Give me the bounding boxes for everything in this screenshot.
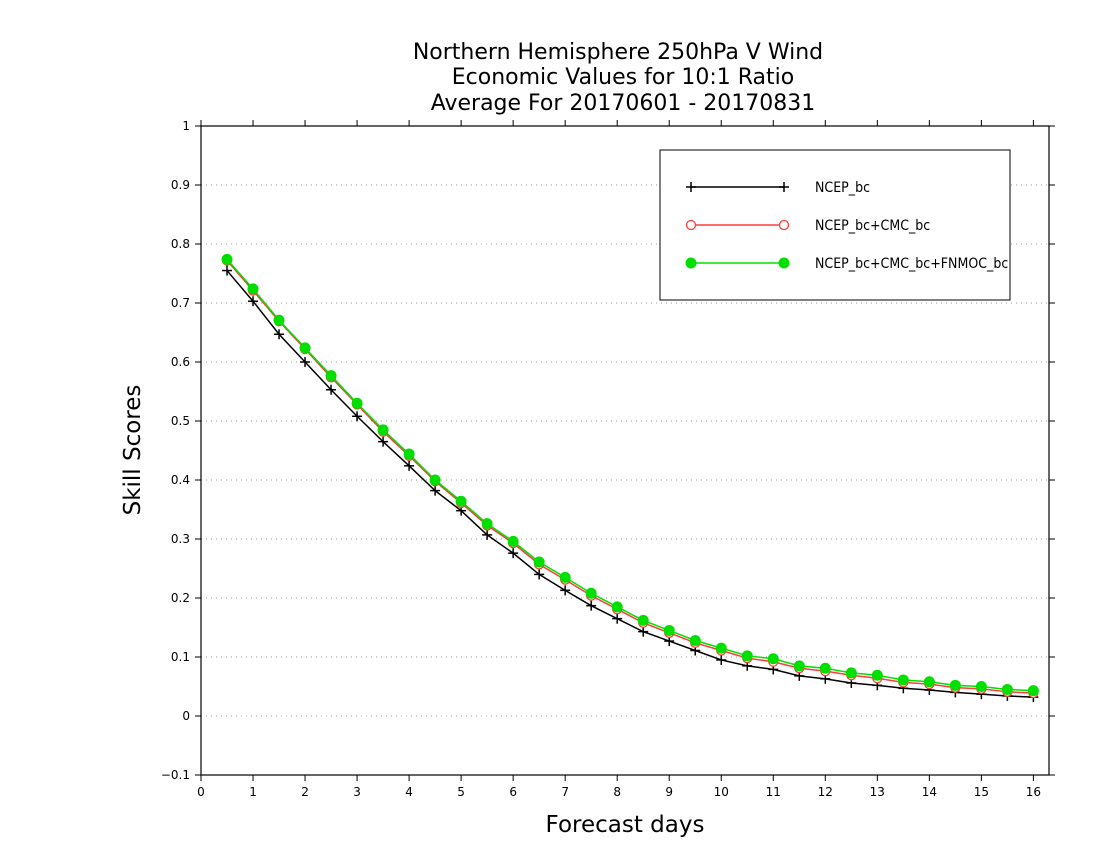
data-point (455, 495, 467, 507)
data-point (923, 676, 935, 688)
data-point (611, 601, 623, 613)
series-line (226, 270, 1034, 698)
axes: −0.100.10.20.30.40.50.60.70.80.910 1 2 3 4 5 6… (161, 119, 1055, 799)
data-point (1027, 685, 1039, 697)
x-tick-label: 11 (766, 785, 781, 799)
data-point (793, 660, 805, 672)
data-point (481, 518, 493, 530)
y-tick-label: 0.9 (171, 178, 190, 192)
data-point (1001, 683, 1013, 695)
data-point (685, 257, 697, 269)
x-tick-label: 7 (561, 785, 569, 799)
data-point (429, 474, 441, 486)
data-point (351, 397, 363, 409)
y-tick-label: 0.3 (171, 532, 190, 546)
series-ncep-bc (222, 265, 1039, 703)
data-point (663, 624, 675, 636)
x-tick-label: 15 (974, 785, 989, 799)
chart-title-line-2: Economic Values for 10:1 Ratio (452, 65, 794, 90)
series-ncep-bc-cmc-bc-fnmoc-bc (221, 253, 1039, 697)
data-point (533, 556, 545, 568)
data-point (403, 448, 415, 460)
legend-label: NCEP_bc+CMC_bc+FNMOC_bc (815, 256, 1008, 272)
legend: NCEP_bc NCEP_bc+CMC_bc NCEP_bc+CMC_bc+FNMO… (659, 149, 1011, 301)
data-point (221, 253, 233, 265)
x-axis-label: Forecast days (546, 812, 705, 838)
y-tick-label: 0.6 (171, 355, 190, 369)
y-tick-label: 0.4 (171, 473, 190, 487)
x-tick-label: 8 (613, 785, 621, 799)
data-point (778, 257, 790, 269)
x-tick-label: 12 (818, 785, 833, 799)
x-tick-label: 5 (457, 785, 465, 799)
data-point (325, 370, 337, 382)
data-point (975, 681, 987, 692)
legend-label: NCEP_bc+CMC_bc (815, 218, 930, 234)
plot-frame (200, 125, 1050, 776)
x-tick-label: 9 (665, 785, 673, 799)
series-line (226, 260, 1034, 694)
chart-title-line-1: Northern Hemisphere 250hPa V Wind (413, 40, 823, 65)
x-tick-label: 13 (870, 785, 885, 799)
data-point (685, 219, 697, 231)
y-axis-label: Skill Scores (120, 385, 146, 516)
data-point (585, 587, 597, 599)
y-tick-label: 0 (182, 709, 190, 723)
y-tick-label: 0.5 (171, 414, 190, 428)
data-point (767, 653, 779, 665)
data-point (637, 614, 649, 626)
data-point (949, 679, 961, 691)
series-ncep-bc-cmc-bc (221, 255, 1039, 699)
data-point (845, 667, 857, 679)
data-point (715, 642, 727, 654)
x-tick-label: 4 (405, 785, 413, 799)
data-point (377, 424, 389, 436)
data-point (871, 669, 883, 681)
legend-label: NCEP_bc (815, 180, 870, 196)
data-point (559, 571, 571, 583)
x-tick-label: 3 (353, 785, 361, 799)
y-tick-label: 0.7 (171, 296, 190, 310)
y-tick-label: 0.1 (171, 650, 190, 664)
x-tick-label: 6 (509, 785, 517, 799)
data-point (247, 283, 259, 295)
data-point (897, 674, 909, 686)
x-tick-label: 1 (249, 785, 257, 799)
data-point (778, 219, 790, 231)
x-tick-label: 14 (922, 785, 937, 799)
chart-title-line-3: Average For 20170601 - 20170831 (431, 91, 816, 116)
data-point (507, 535, 519, 547)
x-tick-label: 2 (301, 785, 309, 799)
y-tick-label: 0.8 (171, 237, 190, 251)
chart-title: Northern Hemisphere 250hPa V Wind Econom… (413, 40, 823, 116)
y-tick-label: 1 (182, 119, 190, 133)
x-tick-label: 16 (1026, 785, 1041, 799)
data-point (689, 634, 701, 646)
series-lines (221, 253, 1039, 703)
x-tick-label: 0 (197, 785, 205, 799)
data-point (819, 662, 831, 674)
data-point (273, 314, 285, 326)
x-tick-label: 10 (714, 785, 729, 799)
y-tick-label: −0.1 (161, 768, 190, 782)
data-point (741, 650, 753, 662)
data-point (299, 342, 311, 354)
y-tick-label: 0.2 (171, 591, 190, 605)
